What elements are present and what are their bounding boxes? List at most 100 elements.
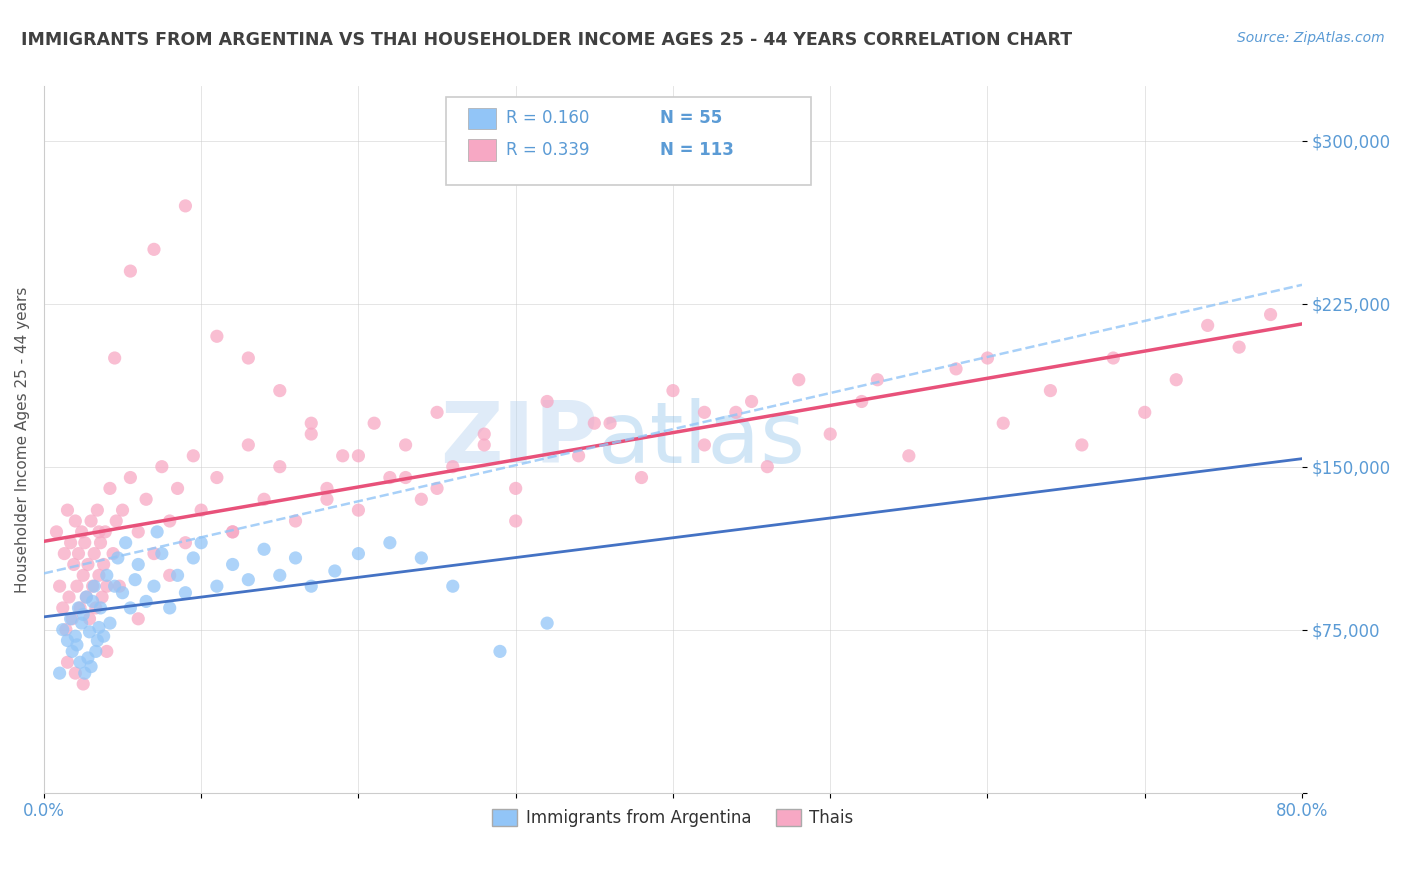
Point [84,601,107,615]
Point [993,416,1015,430]
Point [190,535,212,549]
Point [238,573,260,587]
Point [146,524,169,539]
Point [72,677,94,691]
Point [159,568,181,582]
Point [221,524,243,539]
Point [818,427,841,442]
Point [56,633,79,648]
Point [426,482,449,496]
Text: R = 0.339: R = 0.339 [506,141,589,159]
Point [120,264,142,278]
Point [93,629,115,643]
Text: ZIP: ZIP [440,398,598,481]
Point [181,449,204,463]
Point [108,579,131,593]
Point [143,579,166,593]
Point [583,416,606,430]
Point [284,551,307,566]
Point [143,243,166,257]
Point [55,623,77,637]
Point [1039,384,1062,398]
Point [756,459,779,474]
Point [190,503,212,517]
Point [45,524,67,539]
Point [48,579,70,593]
Point [79,612,101,626]
Point [1260,308,1282,322]
Point [166,568,188,582]
Point [87,568,110,582]
Point [83,547,105,561]
Point [79,624,101,639]
Point [159,514,181,528]
Point [65,629,87,643]
Point [53,547,76,561]
Point [77,558,100,572]
Point [316,482,339,496]
Point [1133,405,1156,419]
Point [205,579,228,593]
Point [73,535,96,549]
Point [89,601,111,615]
Point [441,579,464,593]
Point [127,612,149,626]
Point [1227,340,1250,354]
Point [866,373,889,387]
Point [150,459,173,474]
Point [253,492,276,507]
Point [70,524,93,539]
Point [135,594,157,608]
Point [536,616,558,631]
Point [77,651,100,665]
Point [87,620,110,634]
FancyBboxPatch shape [447,97,811,186]
Point [787,373,810,387]
Point [472,438,495,452]
Point [741,394,763,409]
Point [299,427,322,442]
Point [127,558,149,572]
Point [851,394,873,409]
Point [56,503,79,517]
Point [1070,438,1092,452]
Point [347,547,370,561]
Point [52,601,75,615]
Point [347,503,370,517]
Text: N = 113: N = 113 [661,141,734,159]
Point [96,644,118,658]
Point [86,633,108,648]
Point [82,579,104,593]
Point [976,351,998,365]
Point [174,585,197,599]
Point [174,535,197,549]
Point [72,607,94,622]
Point [238,438,260,452]
Point [378,535,401,549]
Point [724,405,747,419]
Point [378,470,401,484]
Point [101,547,124,561]
Point [238,351,260,365]
Point [205,329,228,343]
Point [124,573,146,587]
Point [94,524,117,539]
Point [62,558,84,572]
Point [1166,373,1188,387]
Point [104,351,127,365]
Point [89,535,111,549]
Text: Source: ZipAtlas.com: Source: ZipAtlas.com [1237,31,1385,45]
Point [69,601,91,615]
Point [59,612,82,626]
Point [75,590,97,604]
Point [70,616,93,631]
Point [253,542,276,557]
Point [104,579,127,593]
Point [135,492,157,507]
Point [394,438,416,452]
Point [66,579,89,593]
Point [181,551,204,566]
Point [472,427,495,442]
Point [426,405,449,419]
Point [1197,318,1219,333]
